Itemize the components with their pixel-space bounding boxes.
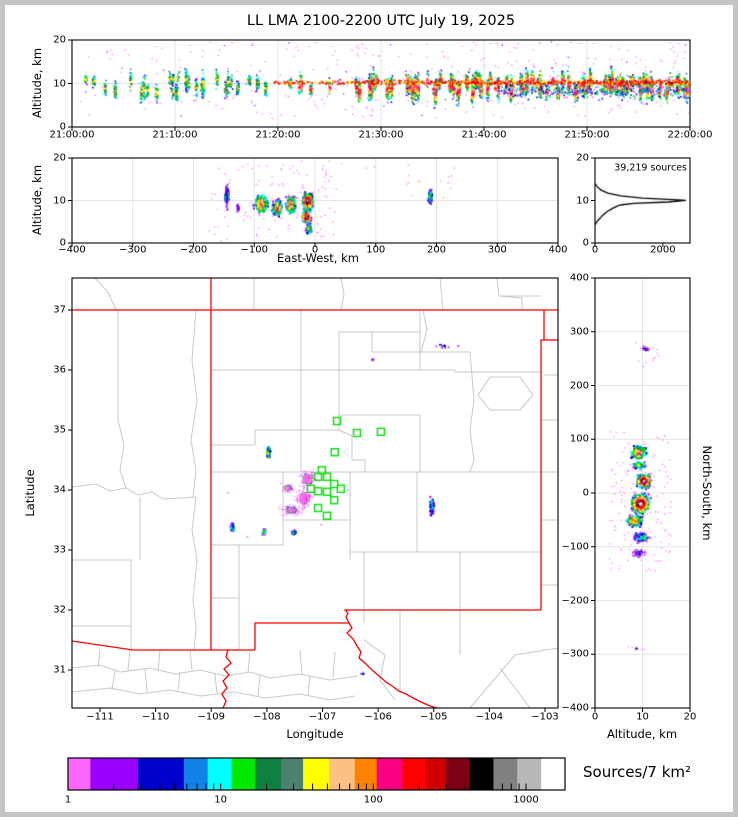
scatter-points-layer bbox=[0, 0, 738, 817]
lma-figure: LL LMA 2100-2200 UTC July 19, 2025 Altit… bbox=[0, 0, 738, 817]
